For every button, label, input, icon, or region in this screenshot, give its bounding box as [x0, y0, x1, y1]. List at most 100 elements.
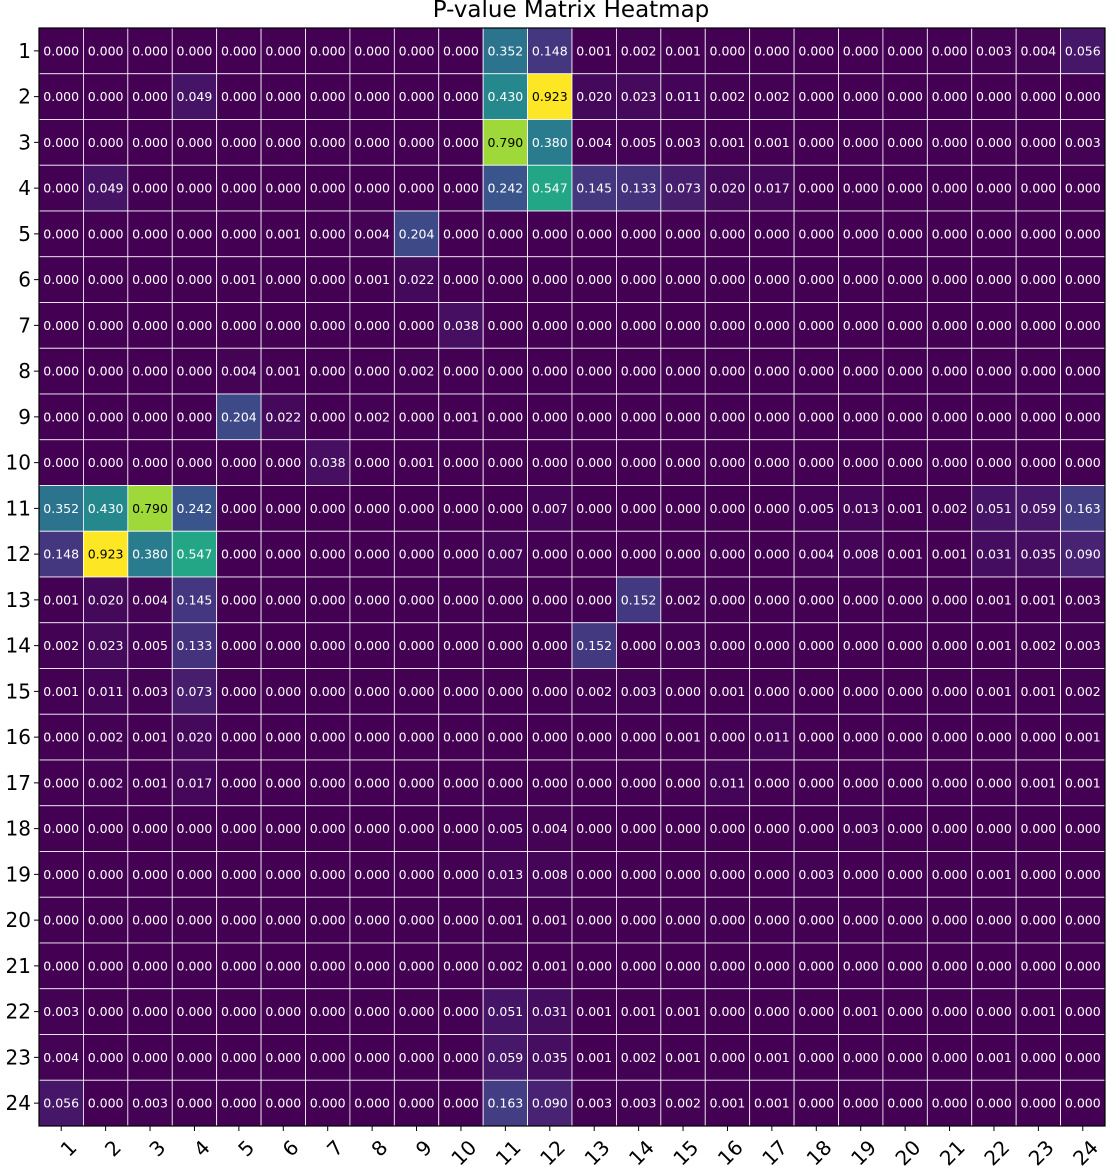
x-tick-label: 12: [535, 1135, 570, 1170]
cell-value-label: 0.000: [754, 775, 790, 790]
heatmap-cell: [971, 164, 1017, 212]
heatmap-cell: [393, 713, 440, 761]
cell-value-label: 0.000: [843, 638, 879, 653]
y-tick-label: 7: [18, 313, 31, 337]
heatmap-cell: [660, 73, 706, 120]
cell-value-label: 0.000: [177, 1004, 213, 1019]
heatmap-cell: [482, 302, 528, 349]
heatmap-cell: [438, 851, 484, 898]
cell-value-label: 0.000: [1065, 89, 1101, 104]
cell-value-label: 0.001: [665, 1050, 701, 1065]
heatmap-cell: [38, 485, 84, 532]
cell-value-label: 0.000: [798, 43, 834, 58]
cell-value-label: 0.000: [798, 775, 834, 790]
heatmap-cell: [1015, 851, 1061, 898]
heatmap-cell: [1015, 988, 1061, 1035]
cell-value-label: 0.001: [354, 272, 390, 287]
cell-value-label: 0.000: [132, 913, 168, 928]
cell-value-label: 0.013: [487, 867, 523, 882]
cell-value-label: 0.000: [576, 821, 612, 836]
cell-value-label: 0.000: [665, 684, 701, 699]
cell-value-label: 0.059: [487, 1050, 523, 1065]
heatmap-cell: [216, 668, 262, 715]
cell-value-label: 0.000: [265, 501, 301, 516]
cell-value-label: 0.000: [754, 1004, 790, 1019]
cell-value-label: 0.000: [576, 547, 612, 562]
heatmap-cell: [393, 988, 440, 1035]
cell-value-label: 0.002: [88, 775, 124, 790]
cell-value-label: 0.000: [443, 684, 479, 699]
cell-value-label: 0.000: [354, 1004, 390, 1019]
cell-value-label: 0.000: [43, 821, 79, 836]
cell-value-label: 0.000: [310, 821, 346, 836]
heatmap-cell: [83, 713, 129, 761]
cell-value-label: 0.242: [177, 501, 213, 516]
cell-value-label: 0.000: [487, 272, 523, 287]
heatmap-cell: [349, 27, 395, 75]
heatmap-cell: [571, 73, 617, 120]
heatmap-cell: [216, 73, 262, 120]
cell-value-label: 0.017: [177, 775, 213, 790]
cell-value-label: 0.000: [665, 455, 701, 470]
cell-value-label: 0.000: [710, 501, 746, 516]
cell-value-label: 0.000: [399, 43, 435, 58]
heatmap-cell: [571, 576, 617, 624]
heatmap-cell: [793, 988, 839, 1035]
heatmap-cell: [971, 27, 1017, 75]
cell-value-label: 0.001: [399, 455, 435, 470]
cell-value-label: 0.000: [221, 455, 257, 470]
cell-value-label: 0.001: [976, 1050, 1012, 1065]
cell-value-label: 0.000: [976, 821, 1012, 836]
cell-value-label: 0.000: [88, 821, 124, 836]
heatmap-cell: [438, 256, 484, 303]
cell-value-label: 0.000: [43, 958, 79, 973]
heatmap-cell: [793, 73, 839, 120]
cell-value-label: 0.000: [843, 775, 879, 790]
cell-value-label: 0.000: [932, 730, 968, 745]
cell-value-label: 0.000: [177, 364, 213, 379]
cell-value-label: 0.000: [621, 547, 657, 562]
cell-value-label: 0.145: [576, 181, 612, 196]
y-tick-label: 8: [18, 359, 31, 383]
y-tick-label: 20: [6, 908, 31, 932]
cell-value-label: 0.000: [132, 181, 168, 196]
cell-value-label: 0.001: [132, 775, 168, 790]
cell-value-label: 0.000: [310, 318, 346, 333]
cell-value-label: 0.000: [532, 409, 568, 424]
cell-value-label: 0.001: [532, 913, 568, 928]
y-tick-label: 4: [18, 176, 31, 200]
cell-value-label: 0.004: [576, 135, 612, 150]
cell-value-label: 0.000: [88, 135, 124, 150]
cell-value-label: 0.000: [1020, 730, 1056, 745]
cell-value-label: 0.000: [798, 135, 834, 150]
cell-value-label: 0.000: [43, 730, 79, 745]
cell-value-label: 0.000: [843, 455, 879, 470]
cell-value-label: 0.000: [887, 272, 923, 287]
cell-value-label: 0.000: [443, 1050, 479, 1065]
heatmap-cell: [1015, 439, 1061, 486]
cell-value-label: 0.000: [265, 821, 301, 836]
cell-value-label: 0.000: [887, 181, 923, 196]
heatmap-cell: [393, 485, 440, 532]
cell-value-label: 0.000: [976, 272, 1012, 287]
cell-value-label: 0.000: [665, 775, 701, 790]
cell-value-label: 0.000: [621, 867, 657, 882]
x-tick-label: 1: [56, 1135, 82, 1161]
heatmap-cell: [393, 73, 440, 120]
heatmap-cell: [482, 668, 528, 715]
x-tick-label: 4: [189, 1135, 215, 1161]
cell-value-label: 0.000: [399, 913, 435, 928]
cell-value-label: 0.204: [221, 409, 257, 424]
cell-value-label: 0.000: [1020, 89, 1056, 104]
cell-value-label: 0.000: [887, 135, 923, 150]
heatmap-cell: [127, 713, 173, 761]
heatmap-cell: [749, 851, 795, 898]
cell-value-label: 0.000: [843, 43, 879, 58]
y-tick-label: 6: [18, 268, 31, 292]
heatmap-cell: [1015, 1034, 1061, 1081]
cell-value-label: 0.000: [887, 592, 923, 607]
cell-value-label: 0.000: [399, 775, 435, 790]
heatmap-cell: [882, 439, 928, 486]
cell-value-label: 0.000: [132, 455, 168, 470]
